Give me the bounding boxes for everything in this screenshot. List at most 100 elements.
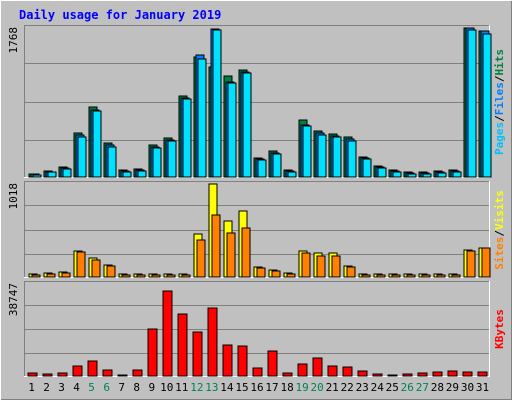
bar-kbytes-day-27 xyxy=(417,372,428,377)
bar-pages-day-8 xyxy=(137,170,147,178)
bar-kbytes-day-5 xyxy=(87,360,98,377)
bar-sites-day-12 xyxy=(196,239,206,278)
bar-pages-day-11 xyxy=(182,98,192,178)
bar-pages-day-10 xyxy=(167,140,177,178)
bar-pages-day-2 xyxy=(47,171,57,178)
bar-pages-day-12 xyxy=(197,58,207,178)
bar-sites-day-20 xyxy=(316,255,326,278)
bar-sites-day-10 xyxy=(166,274,176,278)
legend-part: / xyxy=(493,115,506,122)
bar-kbytes-day-25 xyxy=(387,374,398,377)
bar-sites-day-28 xyxy=(436,274,446,278)
bar-kbytes-day-13 xyxy=(207,307,218,377)
bar-pages-day-19 xyxy=(302,125,312,178)
bar-pages-day-18 xyxy=(287,171,297,178)
x-tick-label-day-23: 23 xyxy=(356,381,369,394)
x-tick-label-day-3: 3 xyxy=(58,381,65,394)
x-tick-label-day-2: 2 xyxy=(43,381,50,394)
x-tick-label-day-12: 12 xyxy=(190,381,203,394)
bar-pages-day-26 xyxy=(407,173,417,178)
bar-pages-day-25 xyxy=(392,171,402,178)
bar-kbytes-day-10 xyxy=(162,290,173,377)
y-max-label-2: 1018 xyxy=(7,183,20,210)
bar-kbytes-day-18 xyxy=(282,372,293,377)
bar-sites-day-11 xyxy=(181,274,191,278)
bar-kbytes-day-22 xyxy=(342,366,353,377)
x-tick-label-day-20: 20 xyxy=(310,381,323,394)
bar-pages-day-29 xyxy=(452,171,462,178)
bar-sites-day-7 xyxy=(121,274,131,278)
legend-part: / xyxy=(493,75,506,82)
plot-area-1 xyxy=(24,25,490,178)
bar-kbytes-day-2 xyxy=(42,373,53,377)
x-tick-label-day-1: 1 xyxy=(28,381,35,394)
legend-part: / xyxy=(493,230,506,237)
bar-sites-day-5 xyxy=(91,259,101,278)
bar-kbytes-day-15 xyxy=(237,345,248,377)
bar-sites-day-27 xyxy=(421,274,431,278)
bar-sites-day-14 xyxy=(226,232,236,278)
x-tick-label-day-11: 11 xyxy=(175,381,188,394)
bar-kbytes-day-31 xyxy=(477,371,488,377)
panels: 1768Pages/Files/Hits1018Sites/Visits3874… xyxy=(7,25,506,377)
bar-sites-day-1 xyxy=(31,274,41,278)
legend-part: Files xyxy=(493,82,506,115)
bar-pages-day-28 xyxy=(437,172,447,178)
bar-sites-day-9 xyxy=(151,274,161,278)
bar-sites-day-22 xyxy=(346,266,356,278)
bar-pages-day-21 xyxy=(332,136,342,178)
legend-part: Pages xyxy=(493,122,506,155)
bar-sites-day-31 xyxy=(481,247,491,278)
bar-kbytes-day-3 xyxy=(57,372,68,377)
x-tick-label-day-25: 25 xyxy=(386,381,399,394)
bar-kbytes-day-20 xyxy=(312,357,323,377)
bar-kbytes-day-16 xyxy=(252,367,263,377)
bar-kbytes-day-29 xyxy=(447,370,458,377)
bar-pages-day-30 xyxy=(467,29,477,178)
bar-sites-day-23 xyxy=(361,274,371,278)
bar-sites-day-24 xyxy=(376,274,386,278)
bar-kbytes-day-19 xyxy=(297,363,308,377)
bar-sites-day-2 xyxy=(46,273,56,278)
x-tick-label-day-19: 19 xyxy=(295,381,308,394)
bar-sites-day-19 xyxy=(301,252,311,278)
bar-sites-day-21 xyxy=(331,255,341,278)
bar-sites-day-4 xyxy=(76,251,86,278)
bar-sites-day-25 xyxy=(391,274,401,278)
bar-pages-day-4 xyxy=(77,136,87,178)
bar-pages-day-16 xyxy=(257,159,267,178)
bar-pages-day-22 xyxy=(347,140,357,178)
bar-sites-day-8 xyxy=(136,274,146,278)
bar-sites-day-15 xyxy=(241,227,251,278)
x-tick-label-day-18: 18 xyxy=(280,381,293,394)
bar-kbytes-day-8 xyxy=(132,369,143,377)
bar-kbytes-day-11 xyxy=(177,313,188,377)
bar-pages-day-17 xyxy=(272,153,282,178)
bar-pages-day-23 xyxy=(362,158,372,178)
x-tick-label-day-31: 31 xyxy=(476,381,489,394)
x-tick-label-day-17: 17 xyxy=(265,381,278,394)
bar-sites-day-17 xyxy=(271,270,281,278)
x-tick-label-day-29: 29 xyxy=(446,381,459,394)
x-tick-label-day-15: 15 xyxy=(235,381,248,394)
x-tick-label-day-22: 22 xyxy=(341,381,354,394)
x-tick-label-day-6: 6 xyxy=(103,381,110,394)
bar-pages-day-14 xyxy=(227,82,237,178)
bar-sites-day-13 xyxy=(211,214,221,278)
legend-3: KBytes xyxy=(493,309,506,349)
bar-sites-day-30 xyxy=(466,250,476,278)
x-tick-label-day-21: 21 xyxy=(326,381,339,394)
x-tick-label-day-10: 10 xyxy=(160,381,173,394)
bar-pages-day-24 xyxy=(377,167,387,178)
bar-pages-day-20 xyxy=(317,134,327,178)
bar-sites-day-6 xyxy=(106,265,116,278)
legend-part: Sites xyxy=(493,237,506,270)
bar-kbytes-day-14 xyxy=(222,344,233,377)
bar-pages-day-5 xyxy=(92,110,102,178)
bar-kbytes-day-21 xyxy=(327,365,338,377)
bar-kbytes-day-6 xyxy=(102,369,113,377)
bar-sites-day-16 xyxy=(256,267,266,278)
bar-kbytes-day-26 xyxy=(402,373,413,377)
y-max-label-1: 1768 xyxy=(7,27,20,54)
